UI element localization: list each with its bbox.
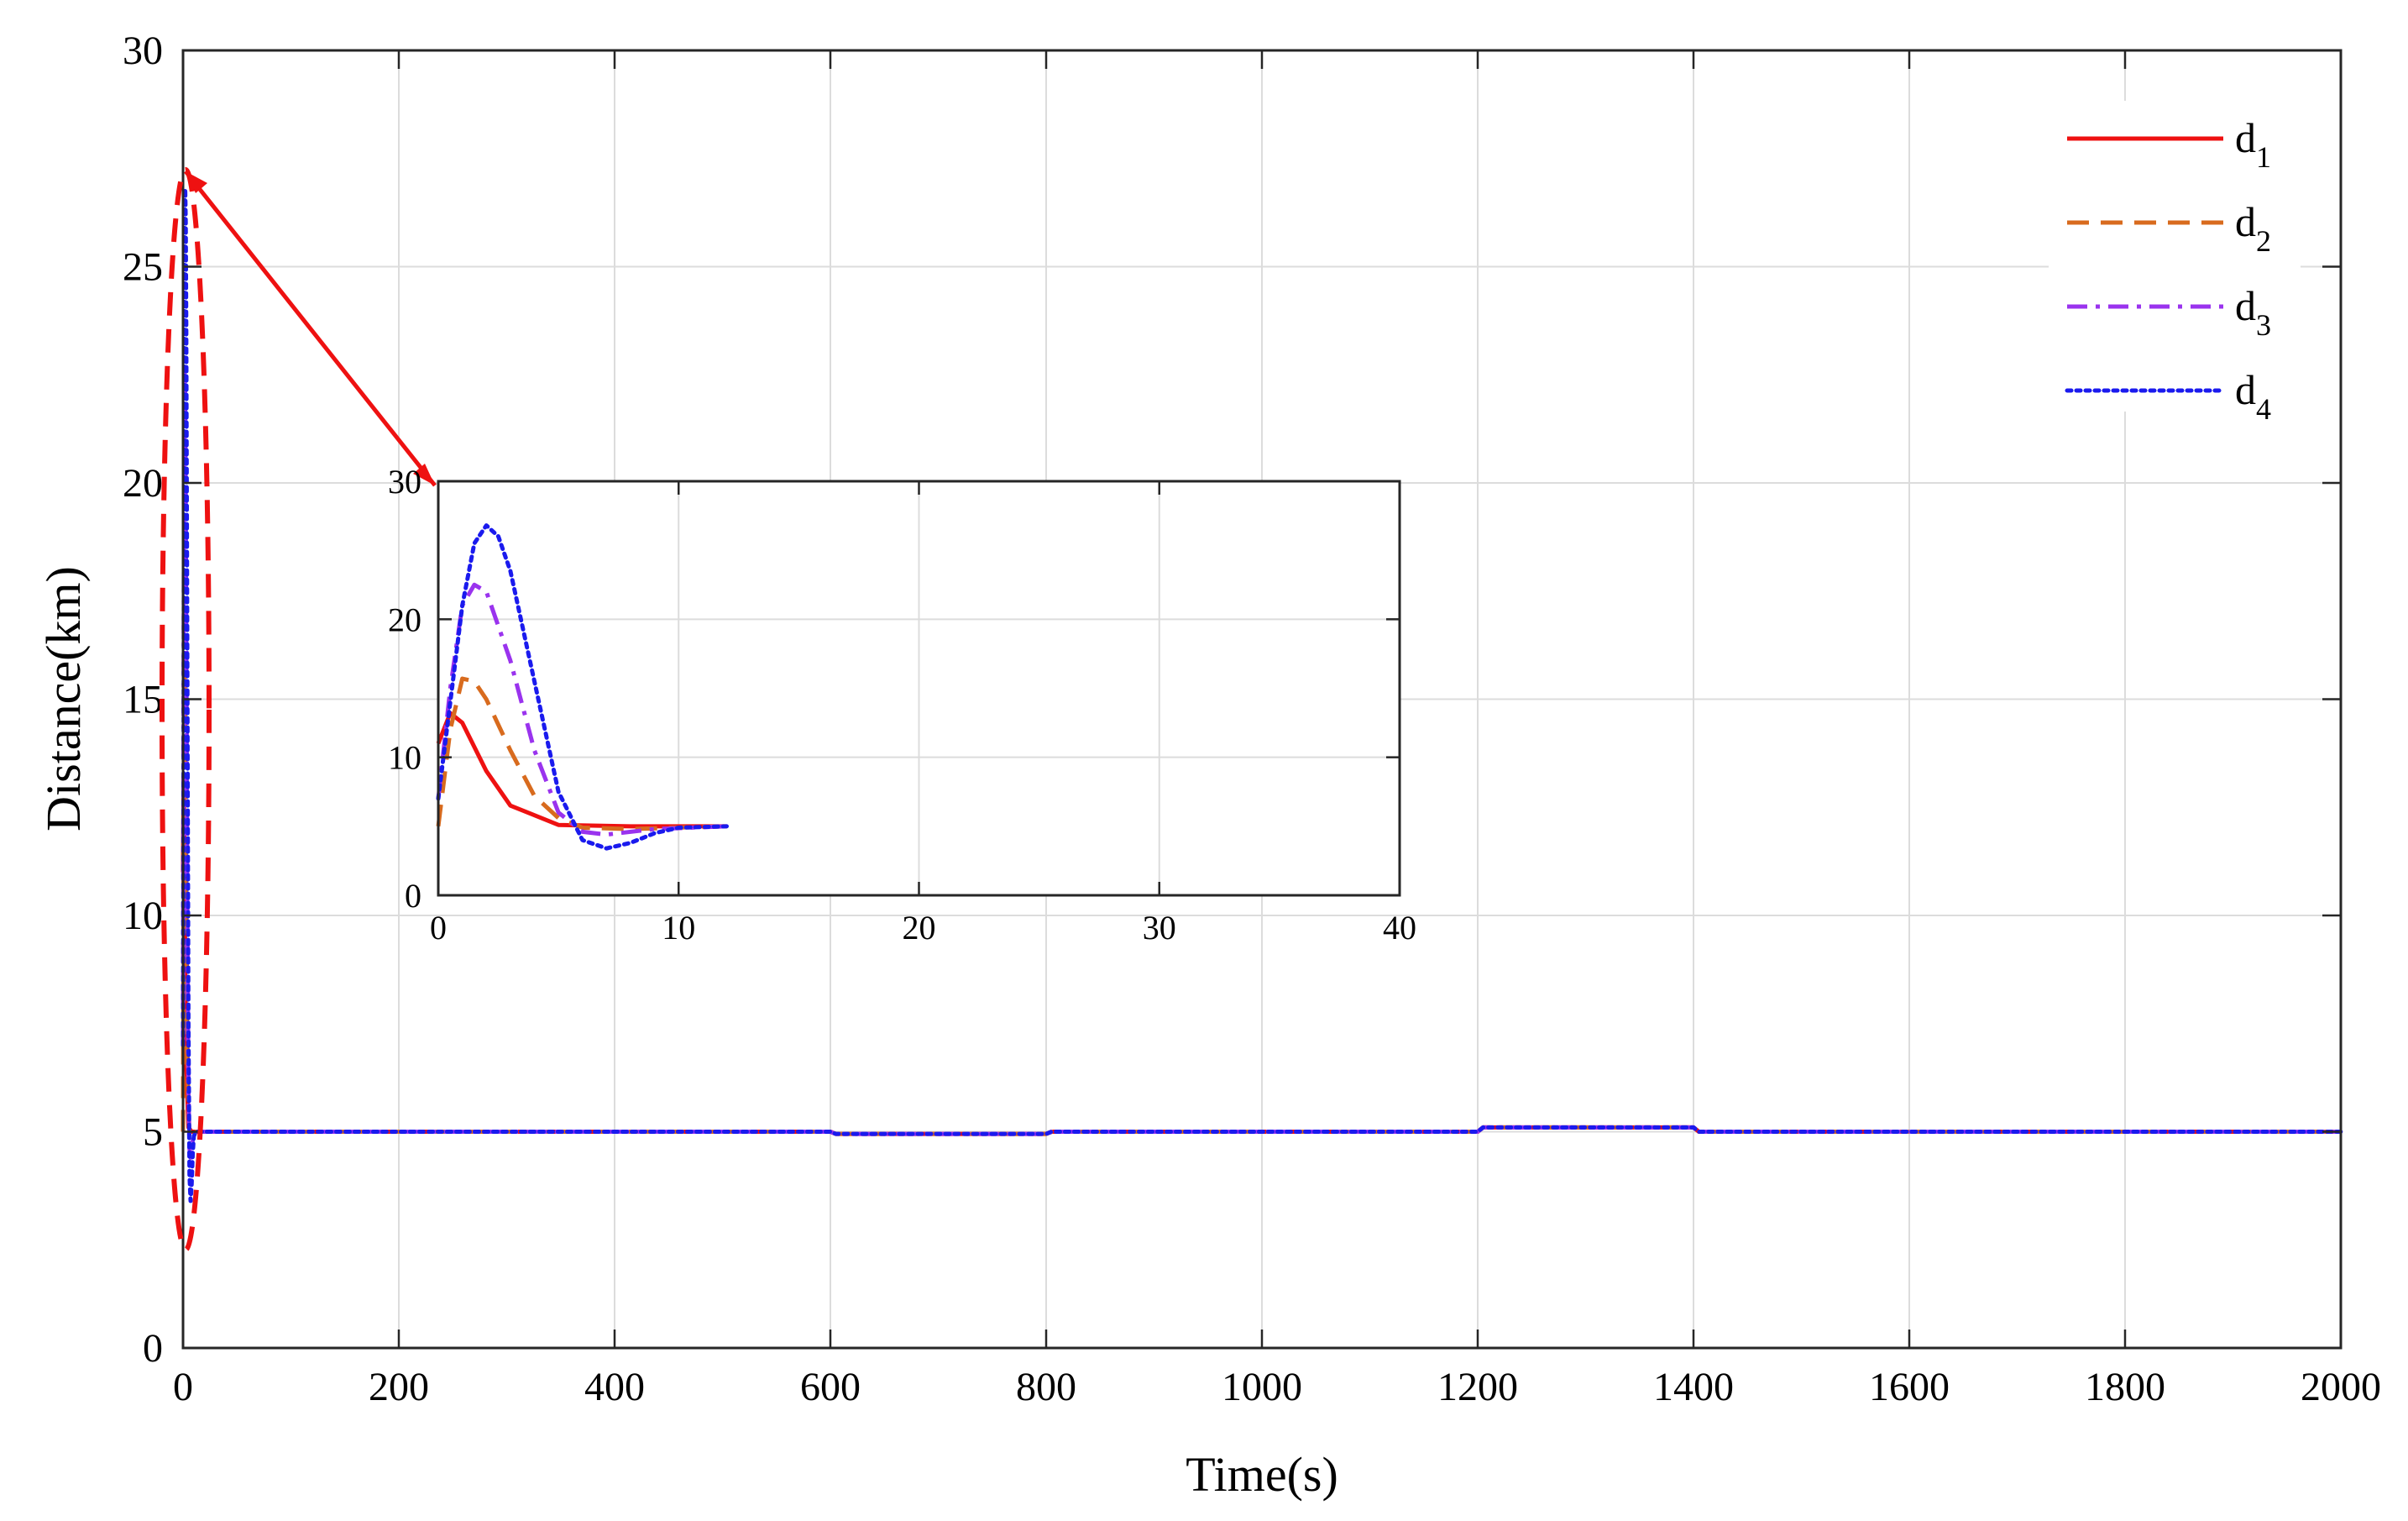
inset-x-tick-label: 20 [903,909,936,947]
inset-x-tick-label: 40 [1383,909,1416,947]
legend-label-subscript: 1 [2256,140,2271,174]
legend-label-d3: d3 [2235,282,2271,342]
main-y-tick-label: 10 [123,894,163,938]
zoom-arrow-line [184,170,437,487]
inset-x-tick-labels: 0 10 20 30 40 [430,909,1416,947]
legend-label-base: d [2235,282,2256,329]
main-y-tick-label: 0 [143,1326,163,1371]
main-y-tick-label: 5 [143,1110,163,1155]
main-x-tick-label: 1600 [1869,1365,1950,1409]
main-y-tick-label: 30 [123,29,163,73]
legend-label-base: d [2235,198,2256,245]
main-x-tick-label: 1800 [2085,1365,2165,1409]
inset-series-layer [436,523,729,851]
main-x-tick-label: 400 [584,1365,645,1409]
inset-y-tick-labels: 0 10 20 30 [388,463,421,915]
inset-x-tick-label: 0 [430,909,447,947]
legend-label-base: d [2235,114,2256,161]
inset-y-tick-label: 20 [388,601,421,638]
main-x-tick-label: 1000 [1222,1365,1302,1409]
inset-ticks [437,480,1401,897]
inset-x-tick-label: 10 [662,909,695,947]
main-x-tick-label: 2000 [2301,1365,2381,1409]
legend-label-d1: d1 [2235,114,2271,174]
zoom-region-ellipse [160,167,212,1252]
main-x-tick-label: 1400 [1653,1365,1734,1409]
inset-y-tick-label: 0 [405,877,421,915]
main-x-tick-label: 600 [800,1365,861,1409]
inset-series-line-d4 [436,523,729,851]
legend-label-d2: d2 [2235,198,2271,258]
main-x-tick-labels: 0 200 400 600 800 1000 1200 1400 1600 1800 2000 [173,1365,2381,1409]
main-y-tick-labels: 0 5 10 15 20 25 30 [123,29,163,1371]
zoom-annotation [160,167,437,1252]
y-axis-title: Distance(km) [36,566,91,831]
legend-label-base: d [2235,366,2256,413]
main-x-tick-label: 0 [173,1365,193,1409]
legend-label-d4: d4 [2235,366,2271,426]
zoom-arrow-head-start [186,171,207,193]
main-x-tick-label: 800 [1016,1365,1076,1409]
main-series-line-d4 [181,186,2343,1204]
inset-series-line-d2 [436,676,727,831]
inset-x-tick-label: 30 [1143,909,1176,947]
legend-label-subscript: 2 [2256,224,2271,258]
legend-label-subscript: 3 [2256,308,2271,342]
main-x-tick-label: 1200 [1437,1365,1518,1409]
inset-y-tick-label: 10 [388,739,421,777]
main-y-tick-label: 15 [123,678,163,722]
x-axis-title: Time(s) [1186,1447,1338,1502]
main-y-tick-label: 20 [123,461,163,506]
main-x-tick-label: 200 [369,1365,429,1409]
main-series-layer [181,186,2343,1204]
inset-y-tick-label: 30 [388,463,421,501]
legend-box [2049,101,2301,412]
inset-plot: 0 10 20 30 40 0 10 20 30 [388,463,1416,947]
main-y-tick-label: 25 [123,245,163,290]
zoom-arrow-head-end [413,464,435,485]
legend-label-subscript: 4 [2256,392,2271,426]
